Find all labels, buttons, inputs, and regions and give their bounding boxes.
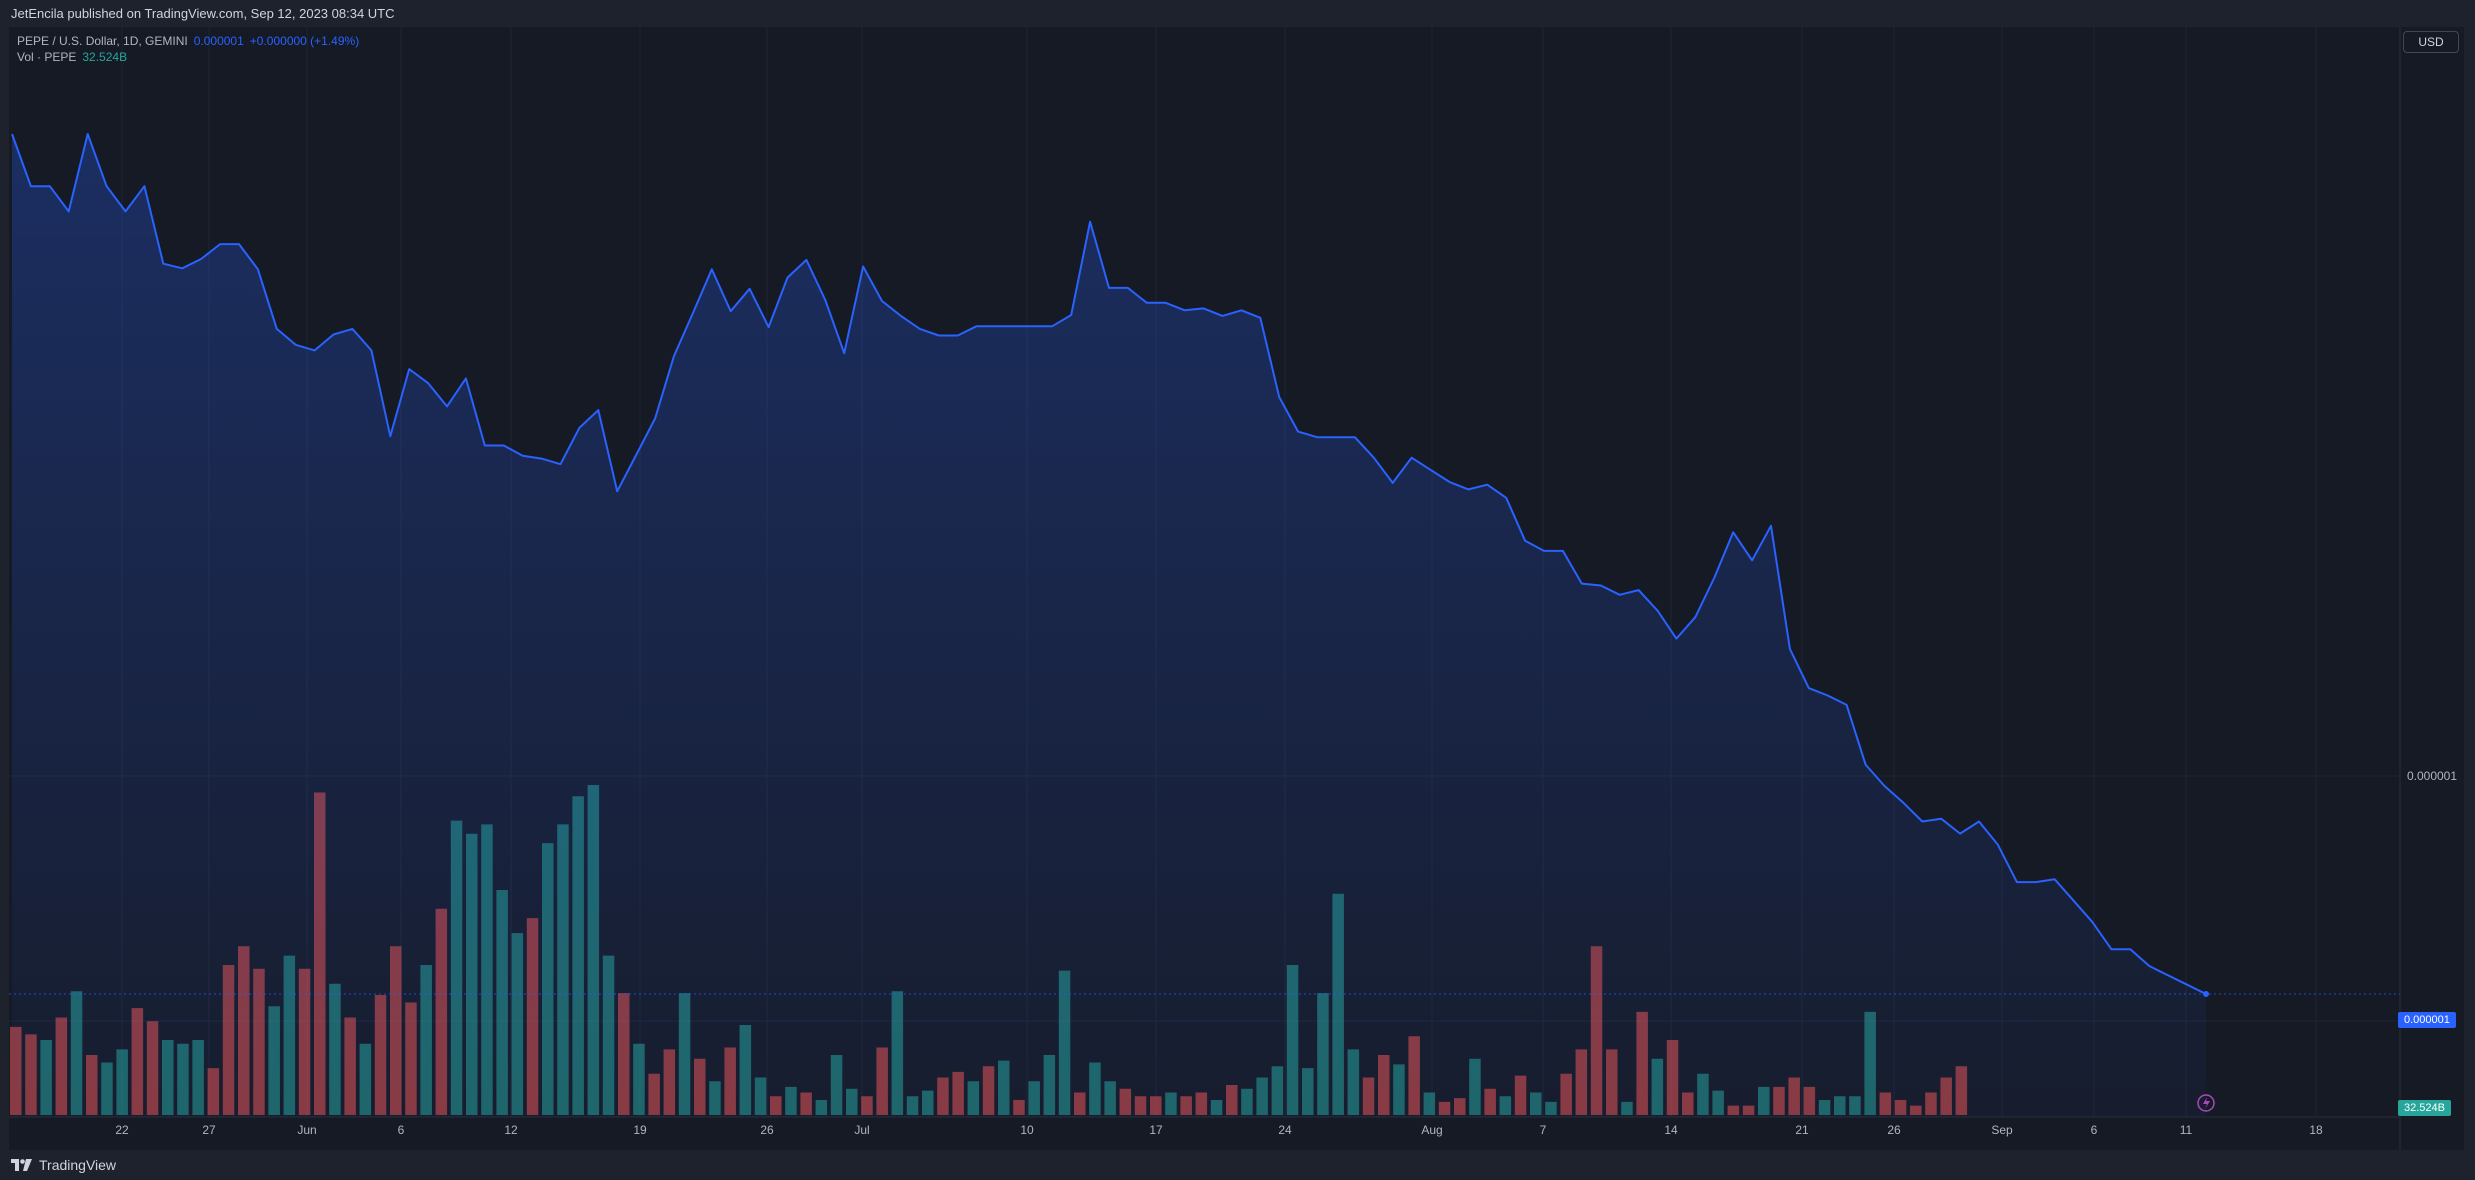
chart-legend: PEPE / U.S. Dollar, 1D, GEMINI 0.000001 +0… [17,33,359,65]
tradingview-logo-icon[interactable] [11,1159,33,1172]
last-price-badge: 0.000001 [2398,1012,2456,1028]
last-price-dot [2203,991,2209,998]
footer-brand[interactable]: TradingView [39,1156,117,1173]
x-tick-label: 22 [115,1123,129,1137]
x-tick-label: 17 [1149,1123,1163,1137]
symbol-label: PEPE / U.S. Dollar, 1D, GEMINI [17,34,188,48]
price-line [11,133,2207,995]
x-tick-label: 19 [633,1123,647,1137]
x-tick-label: 12 [504,1123,518,1137]
price-chart[interactable]: 22 27 Jun 6 12 19 26 Jul 10 17 24 Aug 7 14 21 26 Sep 6 11 1… [9,27,2464,1150]
volume-legend-row[interactable]: Vol · PEPE 32.524B [17,49,359,65]
currency-button[interactable]: USD [2403,31,2459,53]
x-tick-label: 6 [2091,1123,2098,1137]
x-tick-label: 10 [1020,1123,1034,1137]
volume-label: Vol · PEPE [17,50,77,64]
x-tick-label: 26 [760,1123,774,1137]
price-area-fill [12,134,2206,1117]
x-tick-label: 26 [1887,1123,1901,1137]
legend-price: 0.000001 [193,34,244,48]
x-tick-label: 18 [2309,1123,2323,1137]
publication-header: JetEncila published on TradingView.com, … [0,0,2475,27]
x-tick-label: 6 [398,1123,405,1137]
published-text: JetEncila published on TradingView.com, … [11,6,395,21]
flash-icon-bolt [2203,1097,2210,1109]
x-tick-label: 14 [1664,1123,1678,1137]
x-tick-label: 21 [1795,1123,1809,1137]
footer: TradingView [0,1150,2475,1179]
x-tick-label: Aug [1421,1123,1442,1137]
price-legend-row[interactable]: PEPE / U.S. Dollar, 1D, GEMINI 0.000001 +0… [17,33,359,49]
x-tick-label: 24 [1278,1123,1292,1137]
x-tick-label: Jul [854,1123,869,1137]
legend-volume-value: 32.524B [82,50,128,64]
x-tick-label: 27 [202,1123,216,1137]
legend-change: +0.000000 (+1.49%) [249,34,360,48]
last-volume-badge: 32.524B [2398,1100,2451,1116]
x-tick-label: Jun [297,1123,316,1137]
flash-icon [2197,1094,2215,1112]
x-tick-label: Sep [1991,1123,2013,1137]
chart-pane[interactable]: 22 27 Jun 6 12 19 26 Jul 10 17 24 Aug 7 14 21 26 Sep 6 11 1… [9,27,2464,1150]
x-tick-label: 11 [2180,1123,2193,1137]
x-tick-label: 7 [1540,1123,1547,1137]
y-tick-label: 0.000001 [2407,769,2457,783]
